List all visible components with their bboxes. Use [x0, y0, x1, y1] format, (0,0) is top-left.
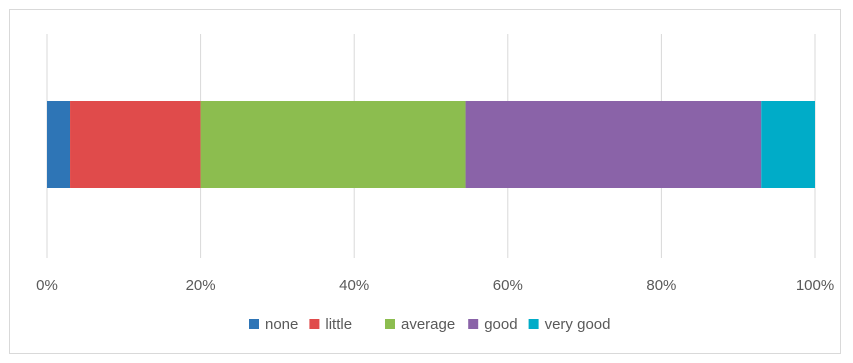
- legend-swatch: [309, 319, 320, 329]
- legend-label: none: [265, 316, 298, 333]
- bar-segment-good: [465, 101, 762, 188]
- x-tick-label: 20%: [186, 277, 216, 294]
- legend-item-little: little: [309, 316, 352, 333]
- x-tick-label: 60%: [493, 277, 523, 294]
- legend-label: little: [325, 316, 352, 333]
- legend-label: very good: [545, 316, 611, 333]
- legend-item-good: good: [468, 316, 518, 333]
- x-tick-label: 0%: [36, 277, 58, 294]
- legend-item-none: none: [249, 316, 298, 333]
- x-tick-label: 100%: [796, 277, 834, 294]
- x-tick-label: 40%: [339, 277, 369, 294]
- bar-segment-very-good: [761, 101, 815, 188]
- legend-label: good: [484, 316, 517, 333]
- legend-item-average: average: [385, 316, 455, 333]
- legend-swatch: [249, 319, 259, 329]
- legend: none little average good very good: [249, 316, 610, 333]
- x-axis-tick-labels: 0% 20% 40% 60% 80% 100%: [36, 277, 834, 294]
- legend-swatch: [528, 319, 539, 329]
- legend-label: average: [401, 316, 455, 333]
- x-tick-label: 80%: [646, 277, 676, 294]
- bar-segment-little: [70, 101, 201, 188]
- bar-segment-none: [47, 101, 71, 188]
- bar-segments: [47, 101, 815, 188]
- legend-swatch: [468, 319, 479, 329]
- legend-item-very-good: very good: [528, 316, 611, 333]
- legend-swatch: [385, 319, 395, 329]
- bar-segment-average: [200, 101, 466, 188]
